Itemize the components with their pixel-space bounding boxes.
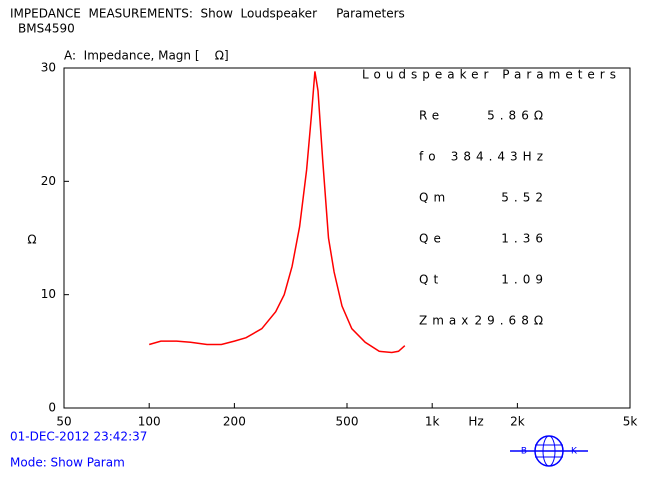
parameter-label: Zmax	[419, 314, 473, 328]
x-tick-label: 100	[138, 415, 161, 429]
parameter-label: Qt	[419, 273, 443, 287]
parameter-value: 1.36	[501, 232, 548, 246]
y-tick-label: 10	[41, 287, 56, 301]
parameter-value: 1.09	[501, 273, 548, 287]
x-tick-label: 50	[56, 415, 71, 429]
x-tick-label: 5k	[623, 415, 638, 429]
logo-letter: K	[571, 447, 578, 457]
logo: B K	[510, 435, 588, 467]
mode: Mode: Show Param	[10, 456, 125, 470]
parameters-title: Loudspeaker Parameters	[362, 68, 621, 82]
x-axis-label: Hz	[468, 415, 483, 429]
x-tick-label: 200	[223, 415, 246, 429]
x-tick-label: 2k	[510, 415, 525, 429]
parameter-label: fo	[419, 150, 441, 164]
chart-title: A: Impedance, Magn [ Ω]	[64, 49, 229, 63]
x-tick-label: 500	[336, 415, 359, 429]
parameter-label: Qm	[419, 191, 450, 205]
y-axis-label: Ω	[27, 233, 36, 247]
x-tick-label: 1k	[425, 415, 440, 429]
logo-letter: B	[521, 447, 527, 457]
parameter-label: Re	[419, 109, 444, 123]
header-subtitle: BMS4590	[18, 22, 75, 36]
parameter-value: 5.52	[501, 191, 548, 205]
y-tick-label: 0	[48, 401, 56, 415]
header-title: IMPEDANCE MEASUREMENTS: Show Loudspeaker…	[10, 7, 405, 21]
parameter-label: Qe	[419, 232, 446, 246]
timestamp: 01-DEC-2012 23:42:37	[10, 430, 147, 444]
y-tick-label: 20	[41, 174, 56, 188]
parameter-value: 5.86Ω	[487, 109, 548, 123]
parameter-value: 29.68Ω	[474, 314, 548, 328]
parameter-value: 384.43Hz	[451, 150, 548, 164]
y-tick-label: 30	[41, 61, 56, 75]
impedance-line	[148, 71, 406, 354]
